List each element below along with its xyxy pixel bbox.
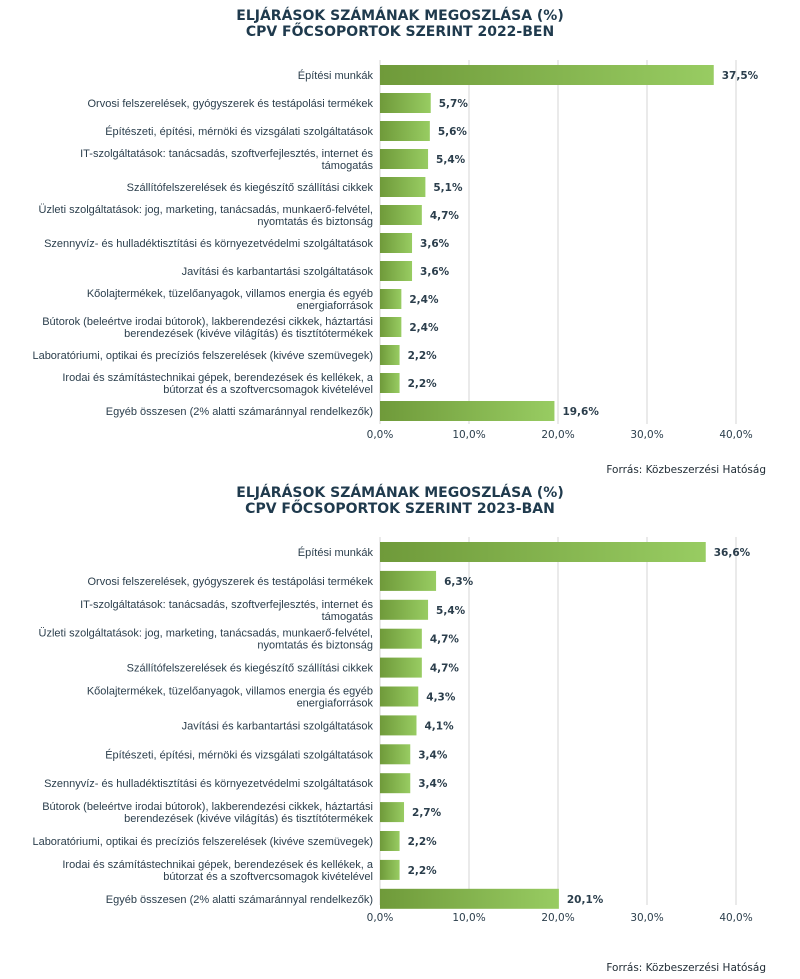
chart-2023-value-label: 2,2% bbox=[408, 865, 438, 877]
chart-2023-category-label: Bútorok (beleértve irodai bútorok), lakb… bbox=[42, 801, 373, 825]
chart-2023-value-label: 4,1% bbox=[424, 720, 454, 732]
chart-2022-value-label: 37,5% bbox=[722, 70, 759, 82]
chart-2023-bar bbox=[380, 888, 559, 909]
chart-2022: ELJÁRÁSOK SZÁMÁNAK MEGOSZLÁSA (%) CPV FŐC… bbox=[0, 0, 800, 480]
chart-2022-source: Forrás: Közbeszerzési Hatóság bbox=[606, 464, 766, 476]
chart-2023-bar bbox=[380, 859, 400, 880]
chart-2022-bar bbox=[380, 121, 430, 141]
chart-2022-value-label: 19,6% bbox=[562, 406, 599, 418]
chart-2023-value-label: 2,7% bbox=[412, 807, 442, 819]
chart-2022-title-line-1: ELJÁRÁSOK SZÁMÁNAK MEGOSZLÁSA (%) bbox=[236, 7, 563, 24]
chart-2023: ELJÁRÁSOK SZÁMÁNAK MEGOSZLÁSA (%) CPV FŐC… bbox=[0, 480, 800, 979]
chart-2022-value-label: 5,7% bbox=[439, 98, 469, 110]
chart-2022-bar bbox=[380, 233, 413, 253]
chart-2022-category-label: Szállítófelszerelések és kiegészítő szál… bbox=[127, 182, 374, 194]
chart-2022-bar bbox=[380, 177, 426, 197]
chart-2023-bar bbox=[380, 599, 429, 620]
chart-2022-value-label: 2,2% bbox=[408, 350, 438, 362]
chart-2022-value-label: 2,2% bbox=[408, 378, 438, 390]
chart-2022-value-label: 3,6% bbox=[420, 238, 450, 250]
chart-2023-category-label: Üzleti szolgáltatások: jog, marketing, t… bbox=[39, 628, 373, 652]
chart-2022-value-label: 4,7% bbox=[430, 210, 460, 222]
chart-2023-value-label: 36,6% bbox=[714, 547, 751, 559]
chart-2023-x-tick-label: 0,0% bbox=[367, 912, 394, 924]
chart-2023-value-label: 2,2% bbox=[408, 836, 438, 848]
chart-2022-value-label: 2,4% bbox=[409, 294, 439, 306]
chart-2023-bar bbox=[380, 802, 405, 823]
chart-2022-bar bbox=[380, 65, 714, 85]
chart-2023-x-tick-label: 20,0% bbox=[541, 912, 574, 924]
chart-2023-category-label: Orvosi felszerelések, gyógyszerek és tes… bbox=[87, 576, 373, 588]
chart-2022-bar bbox=[380, 205, 422, 225]
chart-2022-value-label: 5,1% bbox=[433, 182, 463, 194]
chart-2022-category-label: Javítási és karbantartási szolgáltatások bbox=[182, 266, 374, 278]
chart-2023-category-label: Laboratóriumi, optikai és precíziós fels… bbox=[32, 836, 373, 848]
chart-2022-bar bbox=[380, 345, 400, 365]
chart-2022-bar bbox=[380, 149, 429, 169]
chart-2022-x-tick-label: 40,0% bbox=[719, 429, 752, 441]
chart-2022-category-label: Üzleti szolgáltatások: jog, marketing, t… bbox=[39, 204, 373, 228]
chart-2022-category-label: Bútorok (beleértve irodai bútorok), lakb… bbox=[42, 316, 373, 340]
chart-2023-category-label: Irodai és számítástechnikai gépek, beren… bbox=[62, 859, 373, 883]
chart-2022-category-label: Szennyvíz- és hulladéktisztítási és körn… bbox=[44, 238, 373, 250]
chart-2023-title-line-1: ELJÁRÁSOK SZÁMÁNAK MEGOSZLÁSA (%) bbox=[236, 484, 563, 501]
chart-2022-bar bbox=[380, 401, 555, 421]
chart-2023-value-label: 3,4% bbox=[418, 778, 448, 790]
chart-2023-x-tick-label: 30,0% bbox=[630, 912, 663, 924]
chart-2023-value-label: 20,1% bbox=[567, 894, 604, 906]
chart-2022-svg: ELJÁRÁSOK SZÁMÁNAK MEGOSZLÁSA (%)CPV FŐC… bbox=[32, 7, 766, 476]
chart-2022-x-tick-label: 30,0% bbox=[630, 429, 663, 441]
chart-2023-category-label: Kőolajtermékek, tüzelőanyagok, villamos … bbox=[87, 686, 374, 710]
chart-2022-x-tick-label: 0,0% bbox=[367, 429, 394, 441]
chart-2023-bar bbox=[380, 542, 706, 562]
chart-2022-value-label: 3,6% bbox=[420, 266, 450, 278]
chart-2023-value-label: 4,7% bbox=[430, 663, 460, 675]
chart-2023-category-label: Egyéb összesen (2% alatti számaránnyal r… bbox=[106, 894, 373, 906]
chart-2022-category-label: Építési munkák bbox=[298, 69, 374, 82]
chart-2022-category-label: Építészeti, építési, mérnöki és vizsgála… bbox=[105, 125, 373, 138]
chart-2022-bar bbox=[380, 261, 413, 281]
chart-2023-bar bbox=[380, 657, 422, 678]
chart-2023-value-label: 3,4% bbox=[418, 749, 448, 761]
chart-2023-x-tick-label: 40,0% bbox=[719, 912, 752, 924]
chart-2022-category-label: Laboratóriumi, optikai és precíziós fels… bbox=[32, 350, 373, 362]
chart-2022-category-label: Kőolajtermékek, tüzelőanyagok, villamos … bbox=[87, 288, 374, 312]
chart-2023-bar bbox=[380, 628, 422, 649]
chart-2023-bar bbox=[380, 744, 411, 765]
chart-2023-category-label: Javítási és karbantartási szolgáltatások bbox=[182, 720, 374, 732]
chart-2023-title-line-2: CPV FŐCSOPORTOK SZERINT 2023-BAN bbox=[245, 499, 555, 517]
chart-2022-x-tick-label: 10,0% bbox=[452, 429, 485, 441]
chart-2023-category-label: IT-szolgáltatások: tanácsadás, szoftverf… bbox=[80, 599, 373, 623]
chart-2023-bar bbox=[380, 686, 419, 707]
chart-2022-category-label: Egyéb összesen (2% alatti számaránnyal r… bbox=[106, 406, 373, 418]
chart-2022-x-tick-label: 20,0% bbox=[541, 429, 574, 441]
chart-2023-bar bbox=[380, 831, 400, 851]
chart-2022-category-label: IT-szolgáltatások: tanácsadás, szoftverf… bbox=[80, 148, 373, 172]
chart-2022-category-label: Orvosi felszerelések, gyógyszerek és tes… bbox=[87, 98, 373, 110]
chart-2022-bar bbox=[380, 93, 431, 113]
chart-2022-value-label: 5,6% bbox=[438, 126, 468, 138]
chart-2023-bar bbox=[380, 715, 417, 736]
chart-2023-bar bbox=[380, 773, 411, 794]
chart-2022-bar bbox=[380, 373, 400, 393]
chart-2023-value-label: 4,3% bbox=[426, 692, 456, 704]
chart-2023-category-label: Szennyvíz- és hulladéktisztítási és körn… bbox=[44, 778, 373, 790]
chart-2023-source: Forrás: Közbeszerzési Hatóság bbox=[606, 962, 766, 974]
chart-2023-svg: ELJÁRÁSOK SZÁMÁNAK MEGOSZLÁSA (%)CPV FŐC… bbox=[32, 484, 766, 974]
chart-2022-bar bbox=[380, 317, 402, 337]
chart-2023-value-label: 6,3% bbox=[444, 576, 474, 588]
chart-2023-category-label: Építészeti, építési, mérnöki és vizsgála… bbox=[105, 748, 373, 761]
chart-2023-bar bbox=[380, 570, 437, 591]
chart-2023-category-label: Szállítófelszerelések és kiegészítő szál… bbox=[127, 663, 374, 675]
chart-2023-category-label: Építési munkák bbox=[298, 546, 374, 559]
chart-2022-value-label: 2,4% bbox=[409, 322, 439, 334]
chart-2022-value-label: 5,4% bbox=[436, 154, 466, 166]
chart-2023-value-label: 5,4% bbox=[436, 605, 466, 617]
chart-2022-category-label: Irodai és számítástechnikai gépek, beren… bbox=[62, 372, 373, 396]
chart-2022-title-line-2: CPV FŐCSOPORTOK SZERINT 2022-BEN bbox=[246, 22, 554, 40]
chart-2023-value-label: 4,7% bbox=[430, 634, 460, 646]
chart-2023-x-tick-label: 10,0% bbox=[452, 912, 485, 924]
chart-2022-bar bbox=[380, 289, 402, 309]
